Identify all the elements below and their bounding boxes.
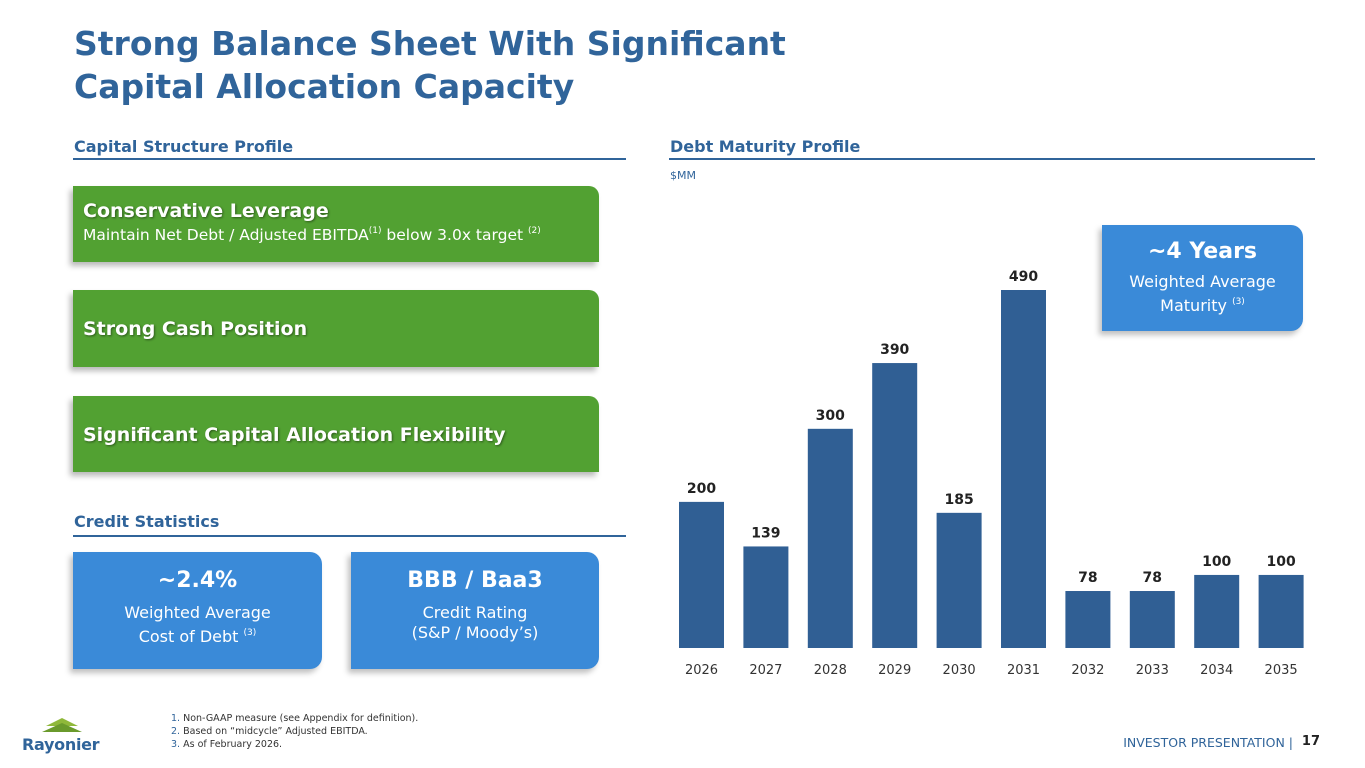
debt-maturity-heading: Debt Maturity Profile (670, 137, 861, 156)
data-label-2027: 139 (751, 525, 780, 541)
weighted-maturity-line-2: Maturity (3) (1102, 292, 1303, 316)
bar-2029 (872, 363, 918, 648)
data-label-2026: 200 (687, 481, 716, 497)
footnote-2-text: Based on “midcycle” Adjusted EBITDA. (183, 726, 368, 737)
capital-structure-heading: Capital Structure Profile (74, 137, 294, 156)
x-tick-2034: 2034 (1200, 663, 1233, 678)
footnote-3-num: 3. (171, 739, 181, 750)
bar-2033 (1129, 591, 1175, 648)
weighted-maturity-value: ~4 Years (1147, 239, 1258, 264)
bar-2035 (1258, 574, 1304, 648)
credit-statistics-rule (73, 535, 626, 537)
conservative-leverage-title: Conservative Leverage (83, 200, 329, 222)
data-label-2028: 300 (816, 408, 845, 424)
cost-of-debt-line-1: Weighted Average (124, 603, 271, 622)
footnote-ref-3-callout: (3) (1232, 297, 1245, 307)
leverage-text-a: Maintain Net Debt / Adjusted EBITDA (83, 226, 369, 244)
capital-allocation-flexibility-title: Significant Capital Allocation Flexibili… (83, 424, 506, 446)
footnote-2-num: 2. (171, 726, 181, 737)
strong-cash-position-title: Strong Cash Position (83, 318, 308, 340)
credit-statistics-heading: Credit Statistics (74, 512, 220, 531)
bar-2032 (1065, 591, 1111, 648)
conservative-leverage-text: Maintain Net Debt / Adjusted EBITDA(1) b… (83, 226, 589, 244)
x-tick-2028: 2028 (814, 663, 847, 678)
debt-maturity-rule (669, 158, 1315, 160)
footnote-ref-1: (1) (368, 226, 382, 236)
leverage-text-b: below 3.0x target (381, 226, 528, 244)
x-tick-2035: 2035 (1265, 663, 1298, 678)
bar-2026 (679, 501, 724, 648)
x-tick-2030: 2030 (943, 663, 976, 678)
cost-of-debt-card: ~2.4% Weighted Average Cost of Debt (3) (73, 552, 322, 669)
data-label-2034: 100 (1202, 554, 1231, 570)
footnote-2: 2. Based on “midcycle” Adjusted EBITDA. (171, 725, 418, 738)
conservative-leverage-box: Conservative Leverage Maintain Net Debt … (73, 186, 599, 262)
x-tick-2033: 2033 (1136, 663, 1169, 678)
footnote-1-num: 1. (171, 713, 181, 724)
footnote-3-text: As of February 2026. (183, 739, 283, 750)
data-label-2035: 100 (1266, 554, 1295, 570)
debt-maturity-chart: 200 2026 139 2027 300 2028 390 2029 185 2030 490 20… (679, 269, 1304, 678)
data-label-2030: 185 (944, 492, 973, 508)
footnote-ref-2: (2) (528, 226, 541, 236)
page-title-line-1: Strong Balance Sheet With Significant (74, 24, 786, 63)
credit-rating-card: BBB / Baa3 Credit Rating (S&P / Moody’s) (351, 552, 599, 669)
weighted-maturity-desc: Weighted Average Maturity (3) (1102, 272, 1303, 316)
cost-of-debt-desc: Weighted Average Cost of Debt (3) (73, 603, 322, 647)
strong-cash-position-box: Strong Cash Position (73, 290, 599, 367)
x-tick-2027: 2027 (749, 663, 782, 678)
credit-rating-line-1: Credit Rating (422, 603, 528, 622)
footnote-3: 3. As of February 2026. (171, 738, 418, 751)
chart-unit-label: $MM (670, 169, 696, 182)
cost-of-debt-line-2-text: Cost of Debt (138, 627, 239, 646)
data-label-2031: 490 (1009, 269, 1038, 285)
bar-2034 (1194, 574, 1240, 648)
capital-structure-rule (73, 158, 626, 160)
x-tick-2032: 2032 (1071, 663, 1104, 678)
bar-2028 (807, 428, 853, 648)
credit-rating-value: BBB / Baa3 (407, 568, 543, 593)
weighted-maturity-line-2-text: Maturity (1160, 296, 1227, 315)
cost-of-debt-value: ~2.4% (157, 568, 238, 593)
bar-2030 (936, 512, 982, 648)
bar-2027 (743, 546, 789, 648)
tree-mark-icon (42, 718, 82, 732)
weighted-maturity-line-1: Weighted Average (1129, 272, 1276, 291)
footnotes: 1. Non-GAAP measure (see Appendix for de… (171, 712, 418, 751)
brand-name: Rayonier (22, 735, 100, 754)
x-tick-2029: 2029 (878, 663, 911, 678)
credit-rating-line-2: (S&P / Moody’s) (411, 623, 539, 642)
x-tick-2031: 2031 (1007, 663, 1040, 678)
capital-allocation-flexibility-box: Significant Capital Allocation Flexibili… (73, 396, 599, 472)
data-label-2029: 390 (880, 342, 909, 358)
data-label-2033: 78 (1143, 570, 1162, 586)
weighted-maturity-callout: ~4 Years Weighted Average Maturity (3) (1102, 225, 1303, 331)
footnote-1-text: Non-GAAP measure (see Appendix for defin… (183, 713, 419, 724)
credit-rating-desc: Credit Rating (S&P / Moody’s) (351, 603, 599, 643)
page-title: Strong Balance Sheet With Significant Ca… (74, 22, 974, 108)
rayonier-logo: Rayonier (22, 718, 112, 754)
footer-label: INVESTOR PRESENTATION | (1123, 735, 1293, 750)
cost-of-debt-line-2: Cost of Debt (3) (73, 623, 322, 647)
data-label-2032: 78 (1078, 570, 1097, 586)
page-number: 17 (1301, 734, 1320, 749)
page-title-line-2: Capital Allocation Capacity (74, 67, 575, 106)
footnote-1: 1. Non-GAAP measure (see Appendix for de… (171, 712, 418, 725)
footnote-ref-3: (3) (243, 628, 257, 638)
bar-2031 (1001, 290, 1046, 648)
x-tick-2026: 2026 (685, 663, 718, 678)
